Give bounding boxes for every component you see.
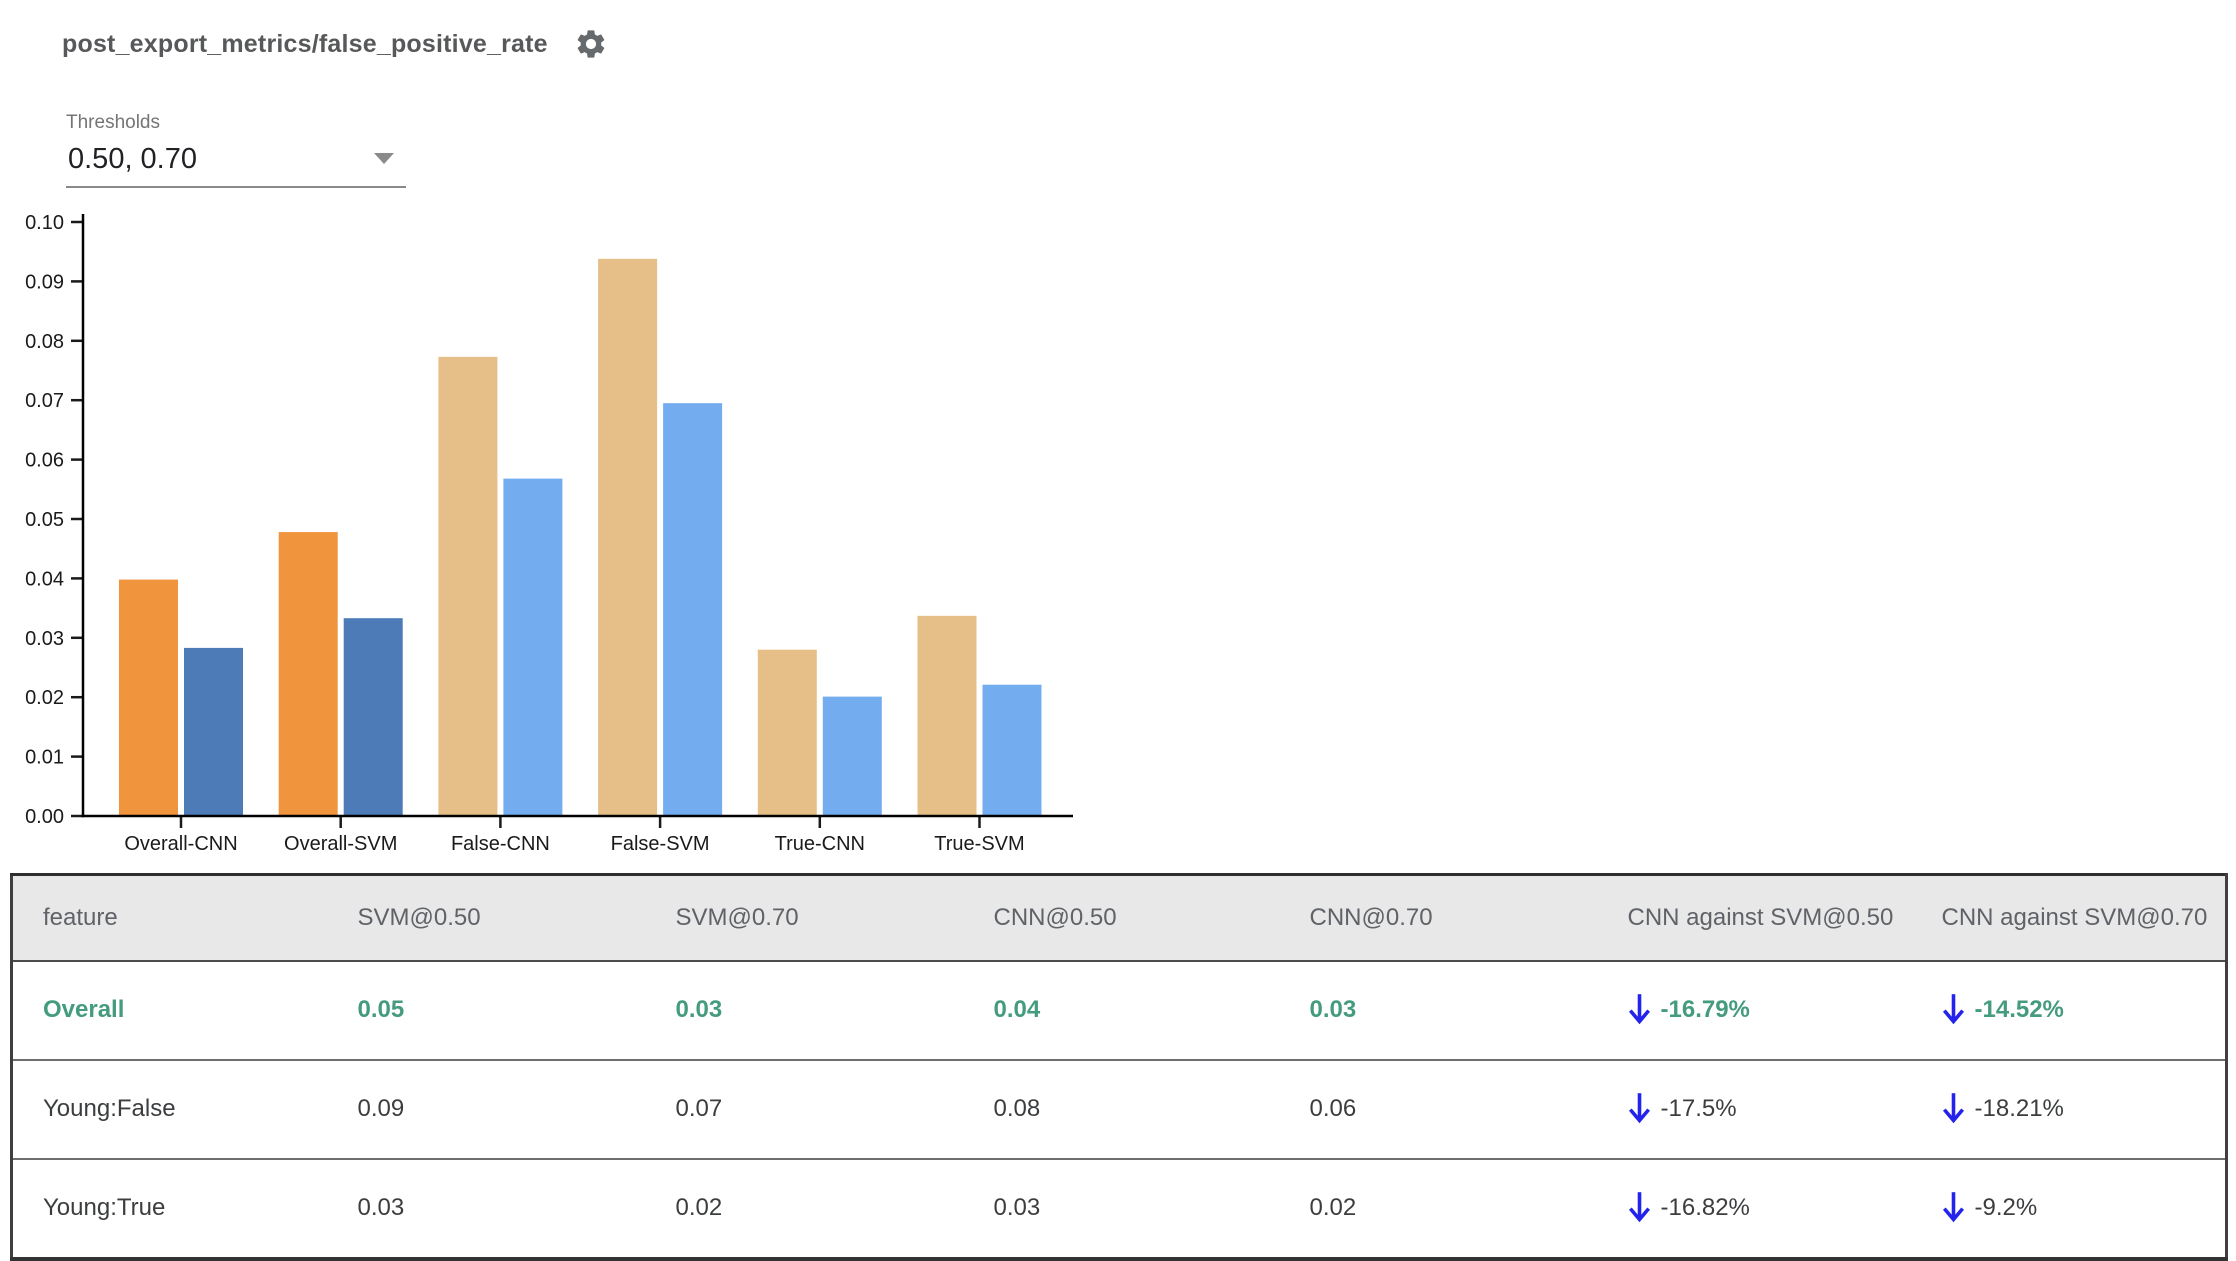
bar-True-CNN-0.70[interactable] [822,696,882,816]
y-axis-tick-label: 0.10 [25,212,64,234]
table-row-overall: Overall 0.05 0.03 0.04 0.03 -16.79% -14.52% [11,960,2227,1060]
y-axis-tick-label: 0.07 [25,390,64,412]
thresholds-control: Thresholds 0.50, 0.70 [66,112,406,188]
col-header-feature: feature [11,874,328,962]
arrow-down-icon [1942,994,1964,1025]
col-header-svm-050: SVM@0.50 [327,874,646,962]
y-axis-tick-label: 0.09 [25,271,64,293]
bar-False-SVM-0.70[interactable] [663,403,723,816]
arrow-down-icon [1628,1093,1650,1124]
bar-True-SVM-0.70[interactable] [982,684,1042,816]
metric-value-cell: 0.09 [357,1095,405,1122]
arrow-down-icon [1942,1093,1964,1124]
delta-cell: -18.21% [1912,1060,2227,1159]
metric-value-cell: 0.02 [675,1194,723,1221]
feature-cell: Young:False [43,1095,176,1122]
thresholds-value: 0.50, 0.70 [68,143,197,175]
page-title: post_export_metrics/false_positive_rate [62,29,548,58]
col-header-svm-070: SVM@0.70 [645,874,964,962]
y-axis-tick-label: 0.02 [25,687,64,709]
delta-cell: -16.79% [1598,961,1912,1060]
y-axis-tick-label: 0.08 [25,331,64,353]
metric-value-cell: 0.03 [1309,996,1357,1023]
x-axis-category-label: False-CNN [451,833,550,855]
bar-False-CNN-0.50[interactable] [438,356,498,816]
delta-cell: -16.82% [1598,1159,1912,1259]
delta-value: -17.5% [1660,1095,1737,1122]
metric-header: post_export_metrics/false_positive_rate [62,27,608,61]
delta-value: -16.82% [1660,1194,1750,1221]
feature-cell: Overall [43,996,125,1023]
metric-value-cell: 0.06 [1309,1095,1357,1122]
dropdown-arrow-icon [374,153,394,164]
delta-cell: -17.5% [1598,1060,1912,1159]
metric-value-cell: 0.08 [993,1095,1041,1122]
gear-icon[interactable] [574,27,608,61]
delta-value: -14.52% [1974,996,2064,1023]
x-axis-category-label: False-SVM [611,833,710,855]
metrics-table: feature SVM@0.50 SVM@0.70 CNN@0.50 CNN@0… [10,873,2228,1261]
metric-value-cell: 0.04 [993,996,1041,1023]
delta-value: -9.2% [1974,1194,2038,1221]
x-axis-category-label: True-CNN [775,833,865,855]
bar-True-SVM-0.50[interactable] [917,615,977,816]
table-row-young-false: Young:False 0.09 0.07 0.08 0.06 -17.5% -18.2… [11,1059,2227,1159]
y-axis-tick-label: 0.06 [25,450,64,472]
arrow-down-icon [1942,1192,1964,1223]
bar-Overall-CNN-0.70[interactable] [184,647,243,816]
thresholds-select[interactable]: 0.50, 0.70 [66,141,406,188]
delta-cell: -14.52% [1912,961,2227,1060]
col-header-cnn-against-svm-070: CNN against SVM@0.70 [1911,874,2227,962]
table-header-row: feature SVM@0.50 SVM@0.70 CNN@0.50 CNN@0… [11,874,2227,962]
feature-cell: Young:True [43,1194,166,1221]
metric-value-cell: 0.02 [1309,1194,1357,1221]
col-header-cnn-070: CNN@0.70 [1279,874,1598,962]
metric-value-cell: 0.07 [675,1095,723,1122]
y-axis-tick-label: 0.04 [25,568,64,590]
y-axis-tick-label: 0.03 [25,628,64,650]
bar-False-CNN-0.70[interactable] [503,478,563,816]
delta-cell: -9.2% [1912,1159,2227,1259]
bar-chart: 0.00 0.01 0.02 0.03 0.04 0.05 0.06 0.07 0.08 0.09… [25,212,1073,855]
metric-value-cell: 0.03 [993,1194,1041,1221]
metric-value-cell: 0.05 [357,996,405,1023]
x-axis-category-label: True-SVM [934,833,1024,855]
table-row-young-true: Young:True 0.03 0.02 0.03 0.02 -16.82% -9.2% [11,1158,2227,1259]
bar-Overall-CNN-0.50[interactable] [119,579,178,816]
metric-value-cell: 0.03 [357,1194,405,1221]
y-axis-tick-label: 0.05 [25,509,64,531]
y-axis-tick-label: 0.00 [25,806,64,828]
table-body: Overall 0.05 0.03 0.04 0.03 -16.79% -14.52% Y… [11,960,2227,1259]
arrow-down-icon [1628,994,1650,1025]
thresholds-label: Thresholds [66,112,160,133]
bar-False-SVM-0.50[interactable] [598,258,658,816]
x-axis-category-label: Overall-SVM [284,833,397,855]
metric-value-cell: 0.03 [675,996,723,1023]
delta-value: -16.79% [1660,996,1750,1023]
col-header-cnn-050: CNN@0.50 [963,874,1280,962]
arrow-down-icon [1628,1192,1650,1223]
col-header-cnn-against-svm-050: CNN against SVM@0.50 [1597,874,1912,962]
bar-Overall-SVM-0.70[interactable] [343,618,403,816]
bar-Overall-SVM-0.50[interactable] [278,532,338,816]
y-axis-tick-label: 0.01 [25,747,64,769]
delta-value: -18.21% [1974,1095,2064,1122]
bar-True-CNN-0.50[interactable] [757,649,817,816]
x-axis-category-label: Overall-CNN [124,833,237,855]
